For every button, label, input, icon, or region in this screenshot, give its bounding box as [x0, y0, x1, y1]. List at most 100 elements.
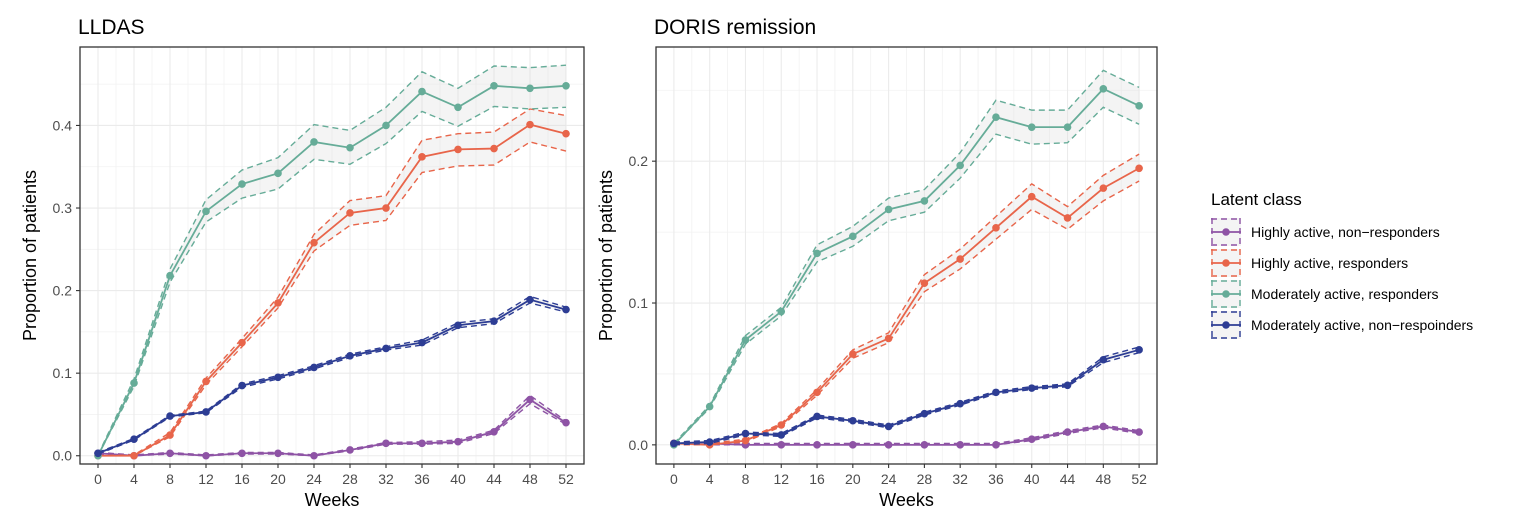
data-point — [490, 317, 498, 325]
data-point — [382, 344, 390, 353]
legend-key — [1211, 218, 1241, 246]
x-tick-label: 44 — [486, 471, 502, 487]
y-tick-label: 0.1 — [629, 295, 649, 311]
data-point — [274, 169, 282, 178]
data-point — [920, 197, 929, 205]
x-tick-label: 4 — [130, 471, 138, 487]
x-tick-label: 0 — [670, 471, 678, 487]
x-tick-label: 48 — [522, 471, 538, 487]
data-point — [1063, 123, 1072, 131]
data-point — [454, 103, 462, 112]
data-point — [562, 82, 570, 90]
series-line — [97, 298, 567, 455]
data-point — [310, 451, 318, 460]
legend-label: Highly active, non−responders — [1251, 224, 1440, 240]
y-tick-label: 0.3 — [53, 200, 73, 216]
data-point — [1099, 184, 1108, 192]
x-tick-label: 40 — [450, 471, 466, 487]
data-point — [670, 439, 678, 448]
data-point — [382, 121, 390, 130]
data-point — [956, 255, 964, 263]
y-axis-label: Proportion of patients — [596, 170, 616, 341]
data-point — [94, 449, 102, 458]
data-point — [346, 143, 354, 152]
data-point — [238, 180, 246, 188]
series-2 — [670, 153, 1143, 449]
x-tick-label: 48 — [1096, 471, 1112, 487]
legend-key — [1211, 311, 1241, 339]
data-point — [1099, 422, 1108, 431]
legend-label: Highly active, responders — [1251, 255, 1408, 271]
data-point — [310, 238, 318, 247]
upper-bound-line — [97, 108, 567, 457]
x-tick-label: 36 — [988, 471, 1004, 487]
data-point — [884, 334, 893, 343]
x-tick-label: 36 — [414, 471, 430, 487]
data-point — [920, 409, 929, 418]
data-point — [526, 120, 534, 129]
y-tick-label: 0.1 — [53, 365, 73, 381]
panel-title: LLDAS — [78, 16, 145, 39]
data-point — [1135, 102, 1143, 110]
data-point — [956, 399, 964, 408]
x-tick-label: 12 — [773, 471, 789, 487]
data-point — [992, 113, 1000, 122]
confidence-band — [673, 70, 1140, 445]
data-point — [310, 138, 318, 146]
data-point — [884, 422, 893, 431]
data-point — [346, 209, 354, 217]
series-4 — [670, 346, 1143, 448]
x-tick-label: 40 — [1024, 471, 1040, 487]
x-tick-label: 24 — [881, 471, 897, 487]
data-point — [813, 249, 821, 258]
x-tick-label: 8 — [166, 471, 174, 487]
y-tick-label: 0.2 — [629, 153, 649, 169]
x-tick-label: 32 — [952, 471, 968, 487]
data-point — [526, 295, 534, 304]
data-point — [490, 82, 498, 90]
data-point — [202, 207, 210, 216]
data-point — [346, 446, 354, 454]
lower-bound-line — [673, 106, 1140, 446]
upper-bound-line — [97, 64, 567, 456]
data-point — [166, 431, 174, 439]
x-tick-label: 44 — [1060, 471, 1076, 487]
data-point — [310, 363, 318, 372]
data-point — [813, 412, 821, 421]
data-point — [418, 153, 426, 161]
legend-key-point — [1222, 228, 1230, 236]
data-point — [1099, 355, 1108, 364]
data-point — [1027, 192, 1036, 201]
data-point — [813, 388, 821, 397]
series-line — [97, 398, 567, 457]
panel-title: DORIS remission — [654, 16, 816, 39]
data-point — [1027, 384, 1036, 392]
data-point — [166, 271, 174, 280]
data-point — [849, 416, 857, 425]
lower-bound-line — [673, 180, 1140, 446]
data-point — [1099, 85, 1108, 93]
x-tick-label: 28 — [342, 471, 358, 487]
data-point — [238, 449, 246, 458]
x-axis-label: Weeks — [879, 490, 934, 510]
data-point — [526, 395, 534, 404]
data-point — [884, 205, 893, 214]
data-point — [849, 441, 857, 449]
data-point — [1135, 428, 1143, 436]
y-tick-label: 0.0 — [53, 448, 73, 464]
y-tick-label: 0.2 — [53, 283, 73, 299]
data-point — [992, 441, 1000, 449]
data-point — [418, 439, 426, 448]
confidence-band — [98, 65, 566, 456]
grid — [80, 47, 584, 464]
data-point — [202, 451, 210, 460]
legend-key-point — [1222, 321, 1230, 329]
data-point — [705, 438, 714, 446]
data-point — [777, 307, 786, 316]
data-point — [956, 161, 964, 170]
data-point — [274, 449, 282, 458]
data-point — [741, 336, 750, 344]
data-point — [562, 129, 570, 138]
data-point — [1135, 164, 1143, 173]
